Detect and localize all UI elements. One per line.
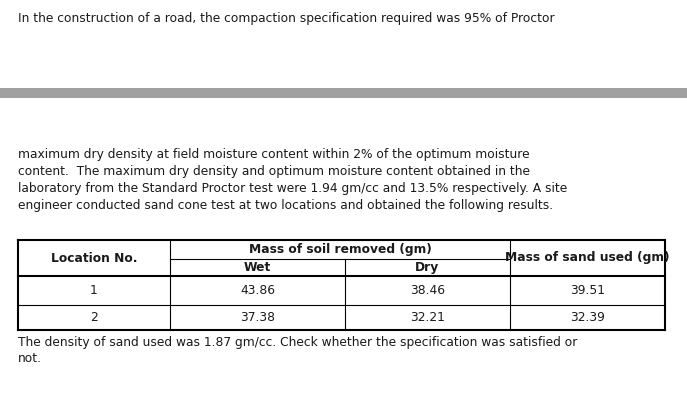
Text: Location No.: Location No.: [51, 251, 137, 264]
Text: Wet: Wet: [244, 261, 271, 274]
Text: laboratory from the Standard Proctor test were 1.94 gm/cc and 13.5% respectively: laboratory from the Standard Proctor tes…: [18, 182, 567, 195]
Text: 37.38: 37.38: [240, 311, 275, 324]
Text: In the construction of a road, the compaction specification required was 95% of : In the construction of a road, the compa…: [18, 12, 554, 25]
Text: 39.51: 39.51: [570, 284, 605, 297]
Text: 32.21: 32.21: [410, 311, 445, 324]
Text: 32.39: 32.39: [570, 311, 605, 324]
Text: 1: 1: [90, 284, 98, 297]
Text: maximum dry density at field moisture content within 2% of the optimum moisture: maximum dry density at field moisture co…: [18, 148, 530, 161]
Text: Mass of soil removed (gm): Mass of soil removed (gm): [249, 243, 431, 256]
Text: engineer conducted sand cone test at two locations and obtained the following re: engineer conducted sand cone test at two…: [18, 199, 553, 212]
Text: 43.86: 43.86: [240, 284, 275, 297]
Text: The density of sand used was 1.87 gm/cc. Check whether the specification was sat: The density of sand used was 1.87 gm/cc.…: [18, 336, 577, 349]
Text: content.  The maximum dry density and optimum moisture content obtained in the: content. The maximum dry density and opt…: [18, 165, 530, 178]
Bar: [0, 88, 687, 98]
Text: not.: not.: [18, 352, 42, 365]
Text: 38.46: 38.46: [410, 284, 445, 297]
Text: 2: 2: [90, 311, 98, 324]
Text: Dry: Dry: [416, 261, 440, 274]
Text: Mass of sand used (gm): Mass of sand used (gm): [505, 251, 670, 264]
